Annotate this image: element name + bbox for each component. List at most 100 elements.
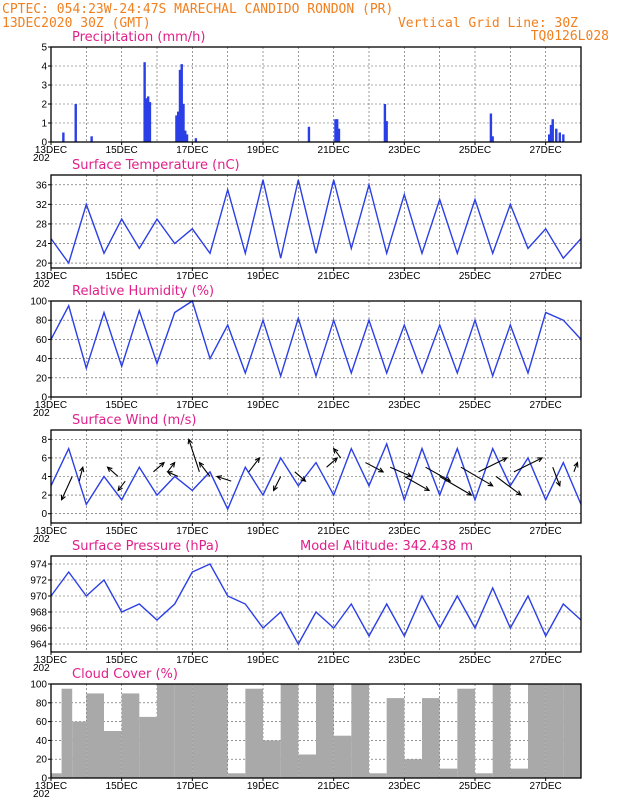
cloud-cover-title: Cloud Cover (%): [72, 667, 178, 682]
wind-year-label: 202: [33, 534, 50, 545]
rh-xtick-label-2: 17DEC: [176, 400, 208, 411]
wind-xtick-label-2: 17DEC: [176, 526, 208, 537]
wind-arrow-head-11: [273, 485, 278, 492]
temp-ytick-label-2: 28: [36, 219, 48, 230]
precip-bar-18: [337, 128, 341, 142]
precip-bar-26: [555, 128, 558, 142]
cloud-ytick-label-3: 60: [36, 717, 48, 728]
cloud-area-seg-22: [422, 698, 440, 778]
wind-arrow-head-24: [555, 480, 561, 487]
precip-year-label: 202: [33, 153, 50, 164]
precip-bar-20: [385, 121, 388, 142]
cloud-ytick-label-2: 40: [36, 736, 48, 747]
wind-arrow-shaft-5: [167, 462, 176, 473]
precip-bar-9: [178, 69, 182, 142]
pres-series-line: [50, 563, 582, 646]
wind-arrow-shaft-4: [153, 462, 165, 473]
wind-arrow-shaft-18: [425, 466, 451, 482]
wind-arrow-shaft-14: [333, 448, 342, 459]
precip-frame: [50, 46, 582, 143]
wind-ytick-label-3: 6: [41, 453, 47, 464]
temp-series-line: [50, 179, 582, 265]
wind-arrow-head-12: [300, 476, 307, 482]
pres-year-label: 202: [33, 663, 50, 674]
precip-bar-23: [548, 134, 551, 142]
pres-xtick-label-4: 21DEC: [318, 655, 350, 666]
precip-bar-15: [307, 126, 311, 142]
precip-bar-8: [177, 111, 180, 142]
model-altitude-annotation: Model Altitude: 342.438 m: [300, 539, 473, 554]
wind-ytick-label-1: 2: [41, 491, 47, 502]
rh-ytick-label-2: 40: [36, 354, 48, 365]
cloud-year-label: 202: [33, 789, 50, 800]
temp-xtick-label-7: 27DEC: [530, 271, 562, 282]
cloud-area-seg-25: [475, 773, 493, 778]
rh-ytick-label-5: 100: [30, 297, 47, 308]
cloud-xtick-label-6: 25DEC: [459, 781, 491, 792]
rh-xtick-label-4: 21DEC: [318, 400, 350, 411]
wind-arrow-head-1: [79, 465, 85, 473]
rh-frame: [50, 300, 582, 398]
pres-xtick-label-2: 17DEC: [176, 655, 208, 666]
wind-arrow-shaft-0: [61, 476, 73, 500]
rh-ytick-label-4: 80: [36, 316, 48, 327]
precip-bar-21: [489, 113, 493, 142]
cloud-area-seg-18: [351, 684, 369, 778]
precip-bar-16: [334, 119, 337, 142]
cloud-xtick-label-3: 19DEC: [247, 781, 279, 792]
wind-arrow-shaft-20: [460, 466, 493, 487]
rh-xtick-label-3: 19DEC: [247, 400, 279, 411]
rh-ytick-label-0: 0: [41, 393, 47, 404]
pres-xtick-label-5: 23DEC: [388, 655, 420, 666]
precip-xtick-label-1: 15DEC: [106, 145, 138, 156]
pressure-title: Surface Pressure (hPa): [72, 539, 219, 554]
wind-arrow-head-21: [501, 457, 508, 463]
cloud-area-seg-6: [139, 716, 157, 778]
precip-bar-13: [185, 134, 189, 142]
temp-ytick-label-4: 36: [36, 180, 48, 191]
precipitation-title: Precipitation (mm/h): [72, 30, 205, 45]
cloud-ytick-label-5: 100: [30, 680, 47, 691]
wind-arrow-head-7: [187, 438, 193, 445]
cloud-xtick-label-5: 23DEC: [388, 781, 420, 792]
header-vertical-grid-note: Vertical Grid Line: 30Z: [398, 16, 578, 31]
precip-bar-4: [145, 98, 148, 142]
wind-arrow-shaft-9: [216, 475, 232, 482]
wind-arrow-shaft-12: [294, 471, 306, 482]
cloud-area-seg-1: [61, 688, 73, 778]
rh-xtick-label-5: 23DEC: [388, 400, 420, 411]
rh-series-line: [50, 299, 582, 379]
temp-xtick-label-2: 17DEC: [176, 271, 208, 282]
cloud-area-seg-11: [227, 773, 246, 778]
wind-arrow-head-2: [106, 466, 113, 473]
cloud-area-seg-16: [316, 684, 334, 778]
wind-title: Surface Wind (m/s): [72, 413, 196, 428]
wind-arrow-shaft-8: [198, 462, 211, 477]
precip-bar-14: [194, 138, 198, 142]
wind-arrow-shaft-3: [117, 480, 126, 491]
wind-arrow-head-14: [332, 447, 339, 454]
humidity-panel: Relative Humidity (%) 0 20 40 60 80 100 13DEC 1…: [30, 284, 582, 419]
rh-xtick-label-0: 13DEC: [35, 400, 67, 411]
precip-ytick-label-3: 3: [41, 81, 47, 92]
cloud-area-seg-10: [210, 684, 228, 778]
cloud-area-seg-0: [51, 773, 62, 778]
cloud-area-seg-24: [457, 688, 475, 778]
wind-arrow-shaft-7: [188, 439, 200, 473]
wind-xtick-label-7: 27DEC: [530, 526, 562, 537]
precip-bar-17: [336, 119, 339, 142]
wind-arrow-shaft-17: [404, 476, 430, 491]
precip-xtick-label-5: 23DEC: [388, 145, 420, 156]
cloud-area-seg-9: [192, 684, 210, 778]
wind-arrow-head-5: [169, 461, 176, 468]
cloud-ytick-label-1: 20: [36, 755, 48, 766]
pres-ytick-label-1: 966: [30, 624, 47, 635]
wind-arrow-shaft-22: [495, 476, 522, 496]
wind-arrow-shaft-23: [513, 457, 543, 473]
cloud-xtick-label-1: 15DEC: [106, 781, 138, 792]
wind-arrow-head-13: [332, 457, 339, 463]
cloud-xtick-label-0: 13DEC: [35, 781, 67, 792]
pres-ytick-label-4: 972: [30, 576, 47, 587]
wind-arrow-shaft-19: [439, 476, 472, 496]
wind-arrow-shaft-13: [326, 457, 338, 468]
